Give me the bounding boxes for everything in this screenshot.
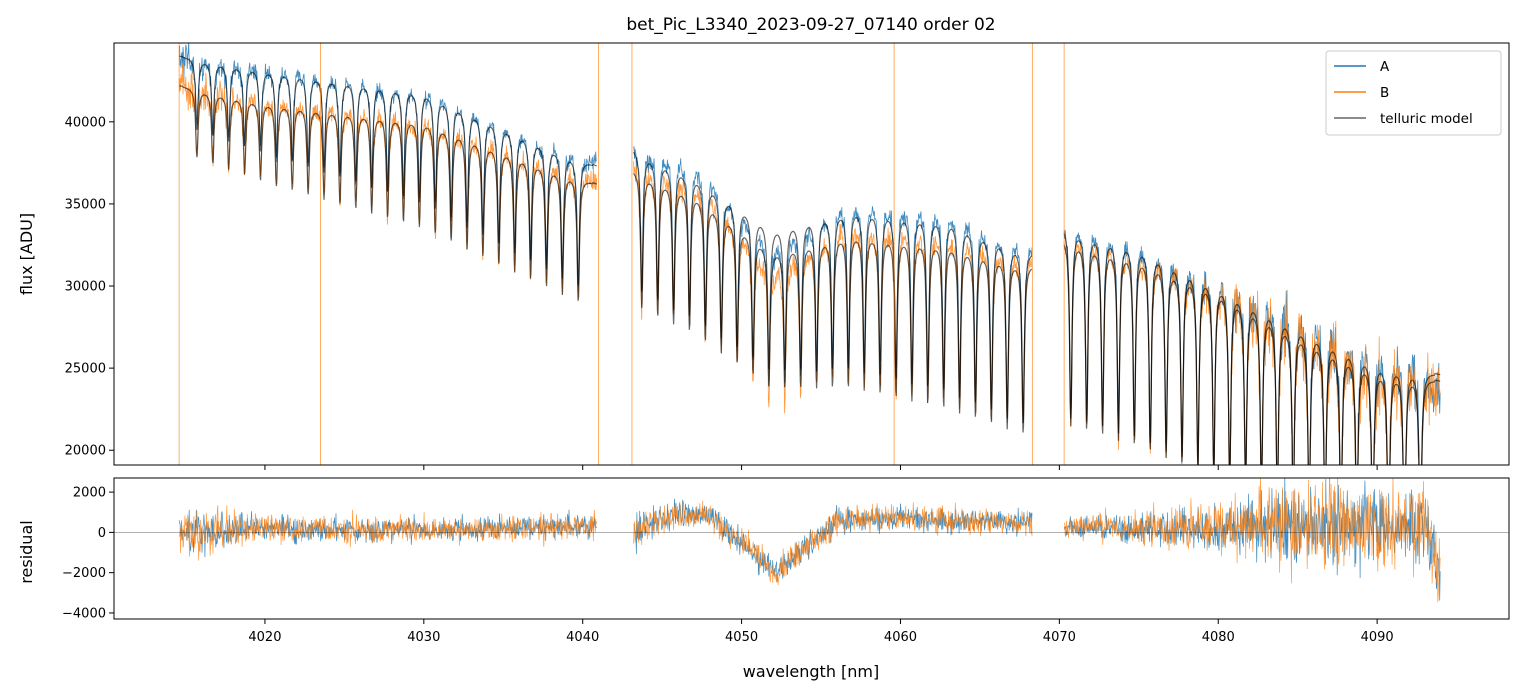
- x-tick-label: 4050: [725, 630, 758, 645]
- main-y-tick-label: 20000: [65, 444, 106, 459]
- residual-b-line: [178, 505, 598, 561]
- x-axis-label: wavelength [nm]: [743, 662, 880, 681]
- main-y-tick-label: 40000: [65, 115, 106, 130]
- main-data-layer: [178, 43, 1441, 465]
- residual-x-ticks: 4020 4030 4040 4050 4060 4070 4080 4090: [248, 619, 1394, 645]
- legend-label-telluric: telluric model: [1380, 111, 1473, 127]
- residual-y-tick-label: 2000: [73, 486, 106, 501]
- main-y-ticks: 20000 25000 30000 35000 40000: [65, 115, 114, 459]
- legend-label-b: B: [1380, 85, 1389, 101]
- residual-y-axis-label: residual: [17, 520, 36, 583]
- x-tick-label: 4040: [566, 630, 599, 645]
- main-y-tick-label: 25000: [65, 362, 106, 377]
- main-y-axis-label: flux [ADU]: [17, 213, 36, 295]
- residual-data-layer: [114, 478, 1509, 603]
- residual-y-tick-label: −2000: [62, 566, 106, 581]
- legend-box: [1325, 50, 1502, 136]
- telluric-model-b-line: [633, 173, 1033, 433]
- residual-y-ticks: −4000 −2000 0 2000: [62, 486, 114, 621]
- legend: A B telluric model: [1325, 50, 1502, 136]
- x-tick-label: 4080: [1202, 630, 1235, 645]
- x-tick-label: 4090: [1361, 630, 1394, 645]
- residual-a-line: [178, 509, 597, 558]
- main-y-tick-label: 30000: [65, 280, 106, 295]
- residual-panel: −4000 −2000 0 2000 4020 4030 4040 4050 4060 4070…: [17, 477, 1510, 681]
- residual-b-line: [1063, 478, 1441, 603]
- x-tick-label: 4060: [884, 630, 917, 645]
- x-tick-label: 4070: [1043, 630, 1076, 645]
- residual-axes-frame: [113, 477, 1510, 620]
- x-tick-label: 4030: [407, 630, 440, 645]
- residual-y-tick-label: 0: [98, 526, 106, 541]
- telluric-model-a-line: [178, 55, 597, 286]
- telluric-model-a-line: [1063, 233, 1441, 465]
- x-tick-label: 4020: [248, 630, 281, 645]
- main-flux-panel: 20000 25000 30000 35000 40000 flux [ADU]: [17, 42, 1510, 470]
- chart-title: bet_Pic_L3340_2023-09-27_07140 order 02: [626, 15, 995, 35]
- main-y-tick-label: 35000: [65, 197, 106, 212]
- residual-b-line: [633, 500, 1033, 586]
- main-x-ticks: [264, 465, 1378, 470]
- main-axes-frame: [113, 42, 1510, 466]
- legend-label-a: A: [1380, 59, 1390, 75]
- telluric-model-b-line: [178, 85, 597, 301]
- residual-y-tick-label: −4000: [62, 606, 106, 621]
- telluric-model-b-line: [1063, 244, 1441, 465]
